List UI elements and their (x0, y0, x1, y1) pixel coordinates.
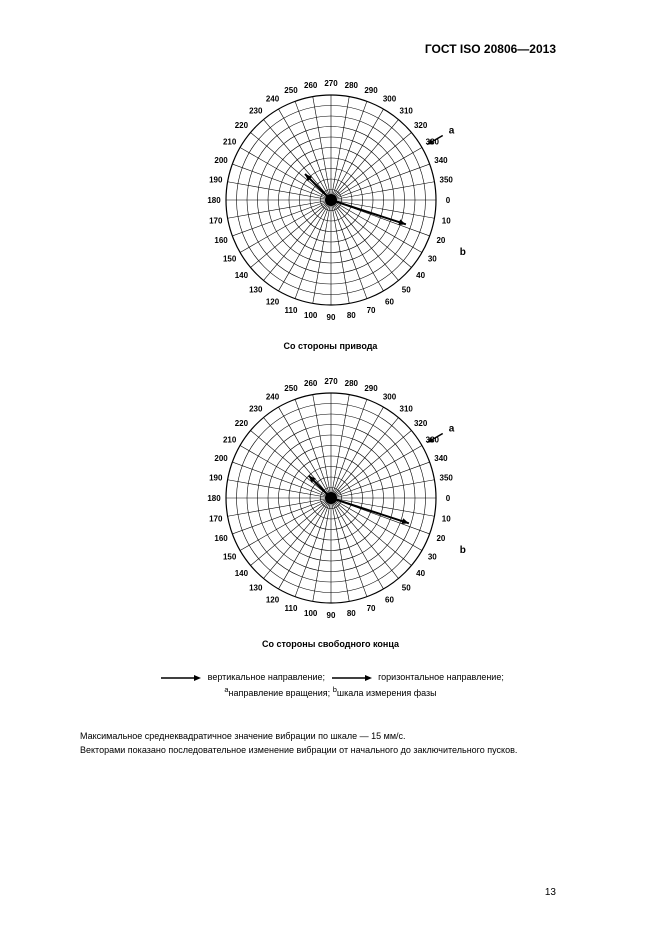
svg-text:100: 100 (304, 609, 318, 618)
svg-text:210: 210 (222, 436, 236, 445)
svg-text:110: 110 (284, 604, 297, 613)
svg-text:a: a (448, 126, 454, 137)
svg-text:0: 0 (445, 196, 450, 205)
svg-text:120: 120 (265, 595, 279, 604)
svg-text:190: 190 (209, 474, 223, 483)
svg-text:70: 70 (366, 306, 375, 315)
svg-text:340: 340 (434, 454, 448, 463)
page-number: 13 (545, 887, 556, 898)
arrow-icon (161, 673, 201, 683)
legend-rotation: направление вращения; (229, 688, 331, 698)
svg-text:280: 280 (344, 81, 358, 90)
svg-text:250: 250 (284, 384, 298, 393)
svg-text:10: 10 (441, 216, 450, 225)
svg-text:220: 220 (234, 121, 248, 130)
chart-caption-bottom: Со стороны свободного конца (181, 639, 481, 649)
svg-text:310: 310 (399, 106, 413, 115)
svg-text:250: 250 (284, 86, 298, 95)
svg-text:180: 180 (207, 196, 221, 205)
svg-text:300: 300 (382, 393, 396, 402)
svg-text:140: 140 (234, 569, 248, 578)
svg-text:70: 70 (366, 604, 375, 613)
svg-text:b: b (459, 247, 465, 258)
svg-text:310: 310 (399, 404, 413, 413)
svg-text:130: 130 (249, 584, 263, 593)
svg-text:320: 320 (413, 419, 427, 428)
footer-line1: Максимальное среднеквадратичное значение… (80, 730, 580, 744)
svg-text:230: 230 (249, 106, 263, 115)
svg-text:160: 160 (214, 534, 228, 543)
footer-text: Максимальное среднеквадратичное значение… (80, 730, 580, 757)
svg-text:90: 90 (326, 313, 335, 322)
svg-text:300: 300 (382, 95, 396, 104)
svg-text:340: 340 (434, 156, 448, 165)
svg-text:260: 260 (304, 81, 318, 90)
svg-text:150: 150 (222, 553, 236, 562)
svg-text:220: 220 (234, 419, 248, 428)
svg-text:110: 110 (284, 306, 297, 315)
svg-text:20: 20 (436, 236, 445, 245)
svg-text:30: 30 (427, 255, 436, 264)
svg-text:140: 140 (234, 271, 248, 280)
svg-text:200: 200 (214, 454, 228, 463)
chart-caption-top: Со стороны привода (181, 341, 481, 351)
svg-text:40: 40 (416, 569, 425, 578)
svg-text:80: 80 (346, 311, 355, 320)
svg-text:210: 210 (222, 138, 236, 147)
svg-text:80: 80 (346, 609, 355, 618)
svg-text:270: 270 (324, 377, 338, 386)
svg-text:230: 230 (249, 404, 263, 413)
svg-text:170: 170 (209, 514, 223, 523)
legend-scale: шкала измерения фазы (337, 688, 437, 698)
svg-text:260: 260 (304, 379, 318, 388)
legend-block: вертикальное направление; горизонтальное… (81, 670, 581, 701)
svg-text:170: 170 (209, 216, 223, 225)
svg-text:190: 190 (209, 176, 223, 185)
polar-chart-free-end: 0 10 20 3040 50 60 70 80 90 100 110 120130140 150 160… (181, 368, 481, 649)
arrow-icon (332, 673, 372, 683)
svg-text:120: 120 (265, 297, 279, 306)
svg-text:320: 320 (413, 121, 427, 130)
svg-text:160: 160 (214, 236, 228, 245)
svg-text:0: 0 (445, 494, 450, 503)
svg-text:290: 290 (364, 384, 378, 393)
svg-text:350: 350 (439, 474, 453, 483)
legend-horizontal: горизонтальное направление; (378, 672, 504, 682)
svg-text:290: 290 (364, 86, 378, 95)
footer-line2: Векторами показано последовательное изме… (80, 744, 580, 758)
standard-header: ГОСТ ISO 20806—2013 (425, 42, 556, 56)
svg-text:270: 270 (324, 79, 338, 88)
svg-text:b: b (459, 545, 465, 556)
svg-text:150: 150 (222, 255, 236, 264)
svg-text:200: 200 (214, 156, 228, 165)
svg-text:100: 100 (304, 311, 318, 320)
svg-text:10: 10 (441, 514, 450, 523)
svg-text:280: 280 (344, 379, 358, 388)
svg-text:180: 180 (207, 494, 221, 503)
svg-text:90: 90 (326, 611, 335, 620)
svg-text:350: 350 (439, 176, 453, 185)
svg-text:a: a (448, 424, 454, 435)
svg-text:240: 240 (265, 393, 279, 402)
svg-text:240: 240 (265, 95, 279, 104)
polar-chart-drive-side: 0 10 20 3040 50 60 70 80 90 100 110 120130140 150 160… (181, 70, 481, 351)
svg-text:50: 50 (401, 584, 410, 593)
svg-text:30: 30 (427, 553, 436, 562)
svg-text:20: 20 (436, 534, 445, 543)
svg-text:60: 60 (385, 297, 394, 306)
svg-text:130: 130 (249, 286, 263, 295)
svg-text:60: 60 (385, 595, 394, 604)
legend-vertical: вертикальное направление; (208, 672, 325, 682)
svg-text:40: 40 (416, 271, 425, 280)
svg-text:50: 50 (401, 286, 410, 295)
